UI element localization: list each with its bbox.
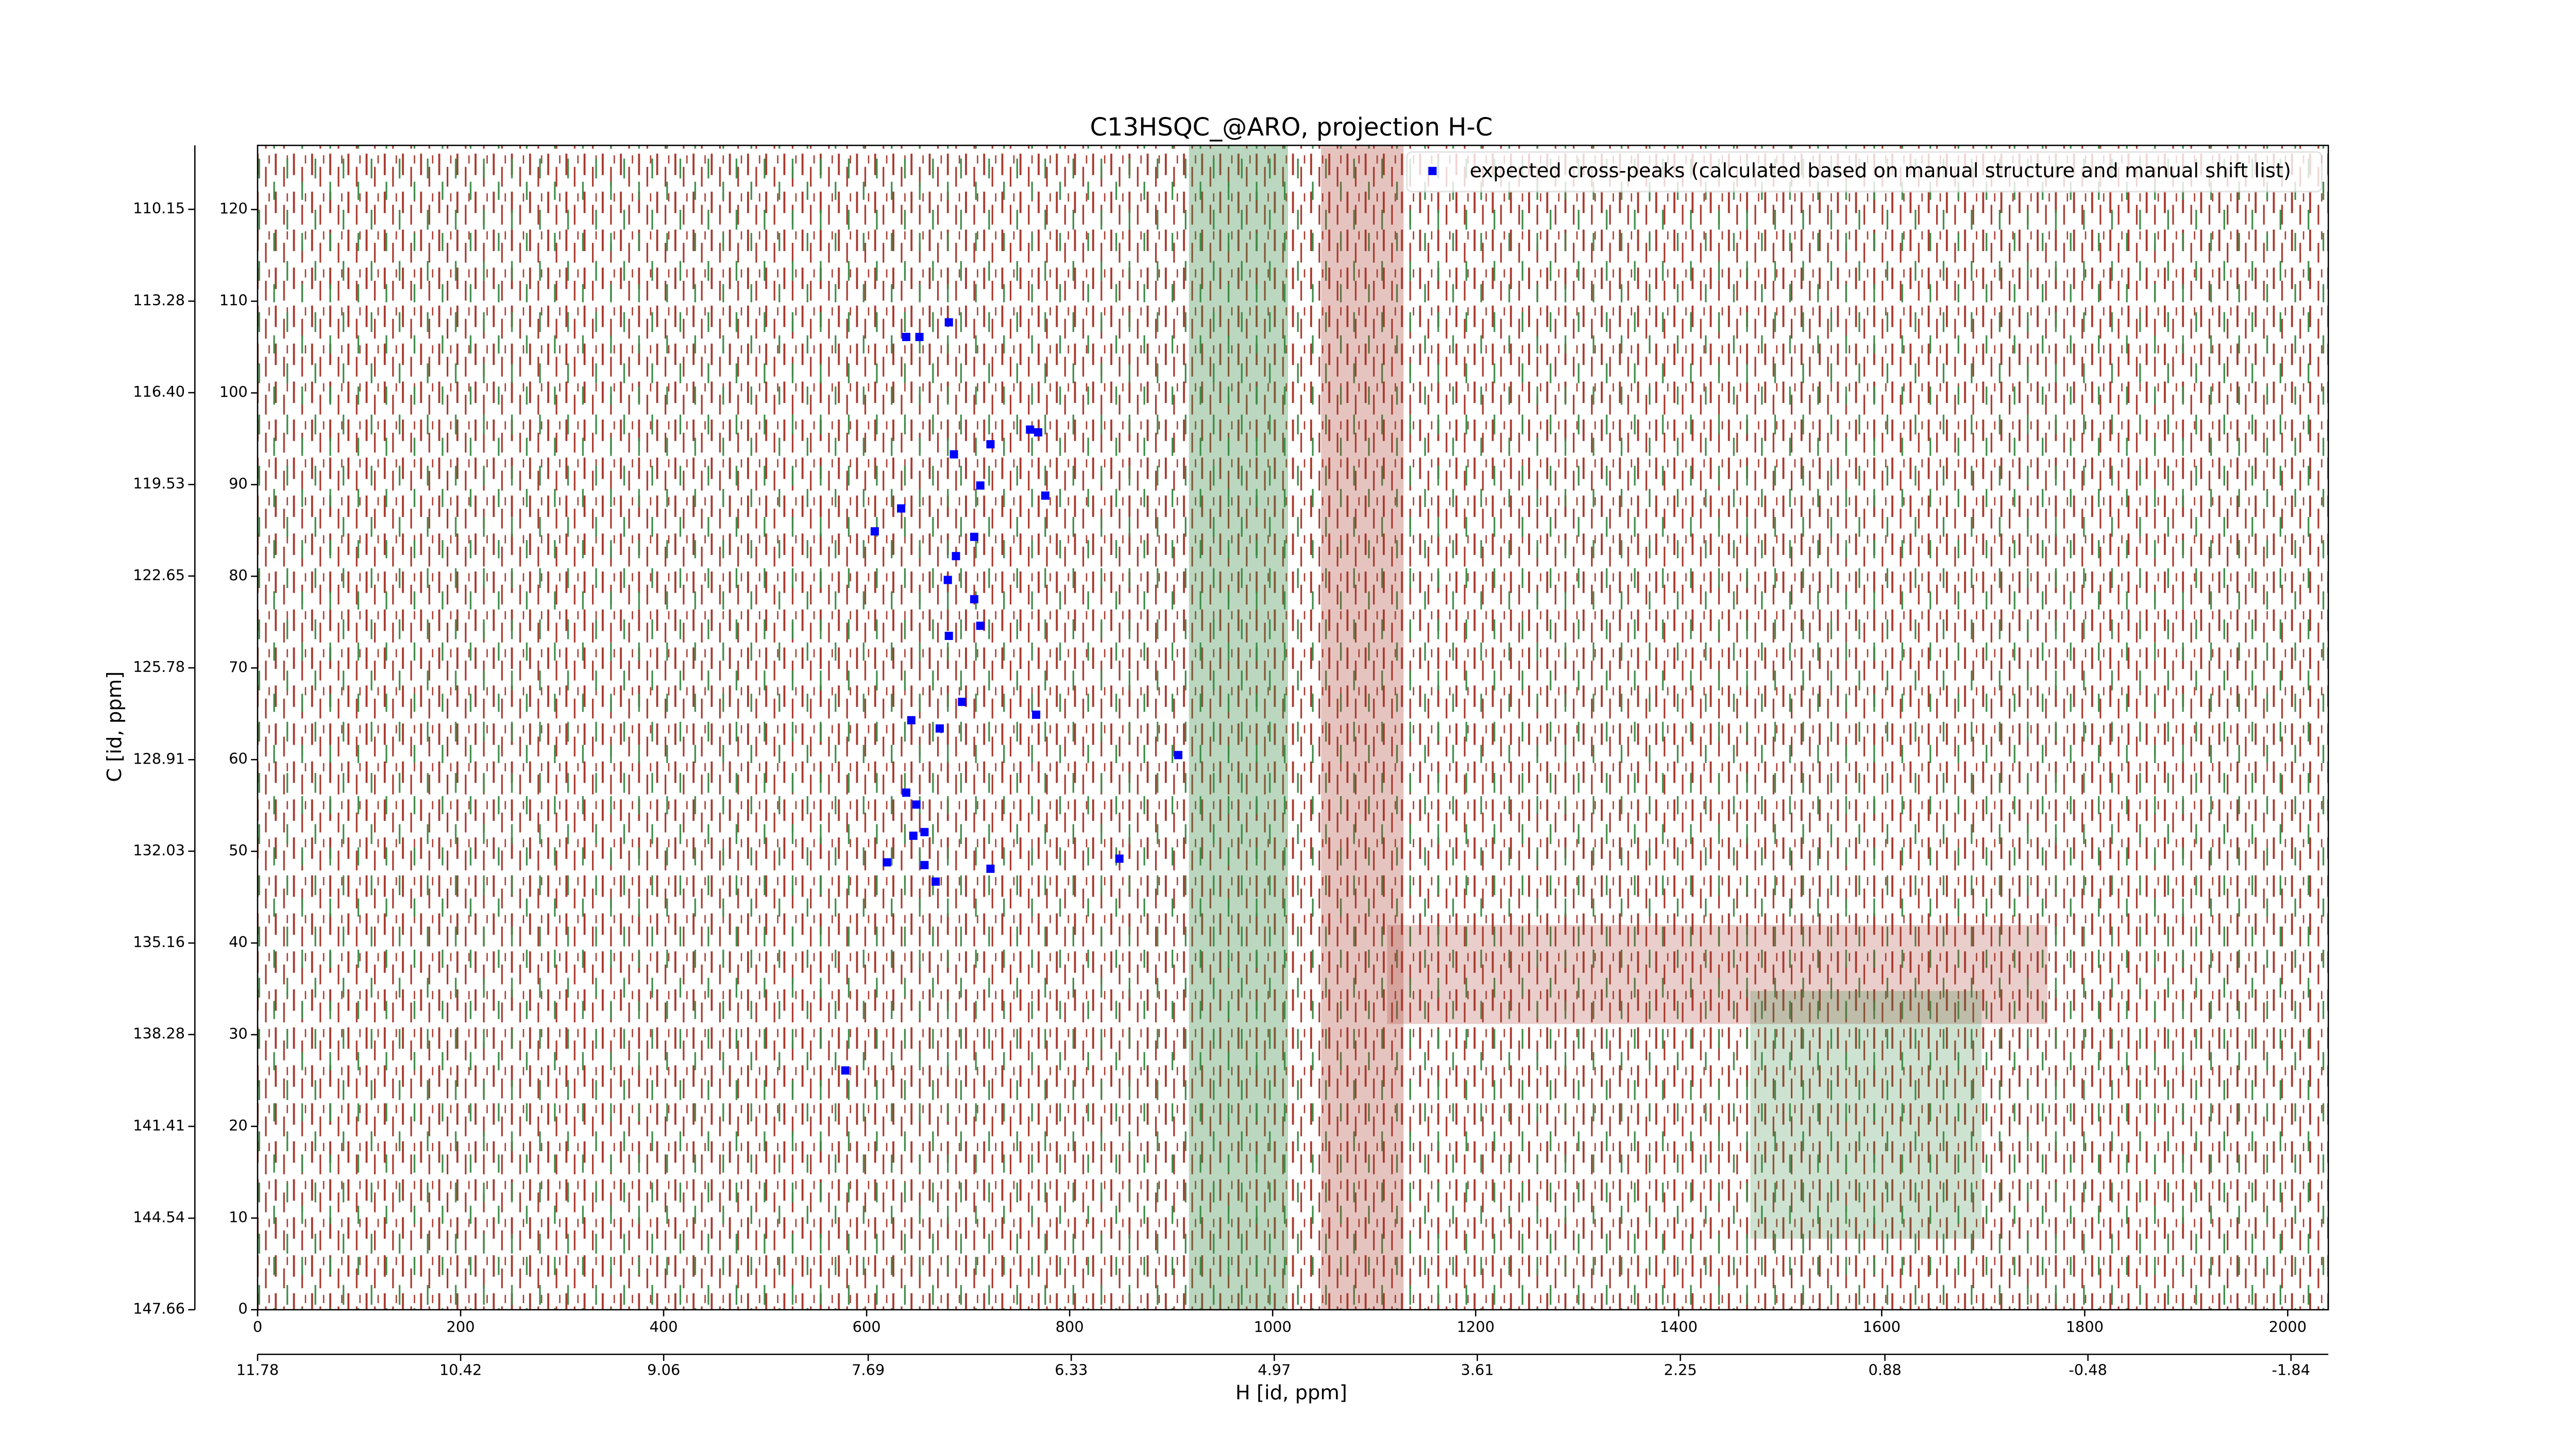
x-axis-label: H [id, ppm] xyxy=(1235,1381,1347,1405)
plot-frame xyxy=(257,144,2329,1311)
x-tick-label: 1800 xyxy=(2066,1318,2104,1336)
y2-tick-label: 141.41 xyxy=(133,1117,185,1134)
y2-tick-label: 132.03 xyxy=(133,841,185,859)
cross-peak xyxy=(902,788,910,797)
cross-peak xyxy=(986,440,995,449)
legend-label: expected cross-peaks (calculated based o… xyxy=(1470,159,2291,182)
y-tick-label: 60 xyxy=(229,750,248,767)
x2-tick-label: -0.48 xyxy=(2069,1361,2107,1378)
x-tick-label: 400 xyxy=(650,1318,678,1336)
cross-peak xyxy=(909,831,918,840)
cross-peak xyxy=(976,481,985,490)
cross-peak xyxy=(931,877,940,886)
cross-peak xyxy=(920,861,929,869)
cross-peak xyxy=(1174,751,1182,760)
cross-peak xyxy=(1026,425,1035,434)
y-tick-label: 0 xyxy=(238,1300,247,1318)
cross-peak xyxy=(986,864,995,873)
cross-peak xyxy=(950,450,958,459)
cross-peak xyxy=(915,332,924,341)
cross-peak xyxy=(1041,491,1049,500)
cross-peak xyxy=(907,716,916,724)
cross-peak xyxy=(952,552,960,561)
legend-marker xyxy=(1428,166,1437,175)
cross-peak xyxy=(883,858,891,867)
y-tick-label: 20 xyxy=(229,1117,248,1134)
y2-tick-label: 147.66 xyxy=(133,1300,185,1318)
cross-peak xyxy=(970,532,978,541)
x-tick-label: 2000 xyxy=(2269,1318,2307,1336)
x-tick-label: 0 xyxy=(253,1318,262,1336)
legend-box xyxy=(1406,151,2323,193)
y2-tick-label: 116.40 xyxy=(133,383,185,400)
y2-tick-label: 110.15 xyxy=(133,199,185,217)
cross-peak xyxy=(897,504,906,513)
x-tick-label: 1400 xyxy=(1660,1318,1698,1336)
y-tick-label: 90 xyxy=(229,475,248,492)
y-tick-label: 10 xyxy=(229,1208,248,1226)
cross-peak xyxy=(944,318,953,327)
y2-tick-label: 125.78 xyxy=(133,658,185,676)
y-tick-label: 70 xyxy=(229,658,248,676)
x2-tick-label: 9.06 xyxy=(647,1361,680,1378)
cross-peak xyxy=(1032,711,1041,719)
x-tick-label: 1600 xyxy=(1863,1318,1901,1336)
x-tick-label: 1200 xyxy=(1457,1318,1495,1336)
y2-tick-label: 119.53 xyxy=(133,475,185,492)
y-tick-label: 30 xyxy=(229,1025,248,1042)
x2-tick-label: -1.84 xyxy=(2272,1361,2310,1378)
x-tick-label: 800 xyxy=(1056,1318,1084,1336)
x2-tick-label: 10.42 xyxy=(439,1361,482,1378)
y2-tick-label: 122.65 xyxy=(133,566,185,584)
cross-peak xyxy=(944,631,953,641)
x2-tick-label: 4.97 xyxy=(1258,1361,1291,1378)
x2-tick-label: 3.61 xyxy=(1461,1361,1494,1378)
cross-peak xyxy=(870,527,879,536)
y-tick-label: 120 xyxy=(219,200,248,217)
cross-peak xyxy=(1034,428,1043,437)
x2-tick-label: 7.69 xyxy=(852,1361,885,1378)
x-tick-label: 200 xyxy=(447,1318,475,1336)
cross-peak xyxy=(902,332,910,341)
cross-peak xyxy=(976,621,985,630)
y2-tick-label: 135.16 xyxy=(133,933,185,951)
chart-title: C13HSQC_@ARO, projection H-C xyxy=(1090,113,1493,142)
cross-peak xyxy=(935,724,944,733)
y2-tick-label: 128.91 xyxy=(133,750,185,767)
x2-tick-label: 6.33 xyxy=(1055,1361,1088,1378)
x-tick-label: 1000 xyxy=(1254,1318,1292,1336)
x-tick-label: 600 xyxy=(853,1318,881,1336)
cross-peak xyxy=(970,595,978,603)
y2-tick-label: 113.28 xyxy=(133,291,185,309)
cross-peak xyxy=(1115,854,1124,863)
y-tick-label: 100 xyxy=(219,383,248,401)
x2-tick-label: 11.78 xyxy=(236,1361,279,1378)
y-tick-label: 50 xyxy=(229,841,248,859)
y-tick-label: 40 xyxy=(229,933,248,951)
y-tick-label: 110 xyxy=(219,292,248,309)
cross-peak xyxy=(920,828,929,836)
cross-peak xyxy=(958,698,967,706)
cross-peak xyxy=(841,1066,850,1075)
y-tick-label: 80 xyxy=(229,566,248,584)
y2-tick-label: 144.54 xyxy=(133,1208,185,1226)
x2-tick-label: 0.88 xyxy=(1868,1361,1901,1378)
cross-peak xyxy=(943,576,952,584)
y2-tick-label: 138.28 xyxy=(133,1025,185,1042)
y-axis-label: C [id, ppm] xyxy=(103,671,126,782)
contour-texture xyxy=(258,145,2329,1310)
x2-tick-label: 2.25 xyxy=(1664,1361,1697,1378)
cross-peak xyxy=(912,800,921,809)
